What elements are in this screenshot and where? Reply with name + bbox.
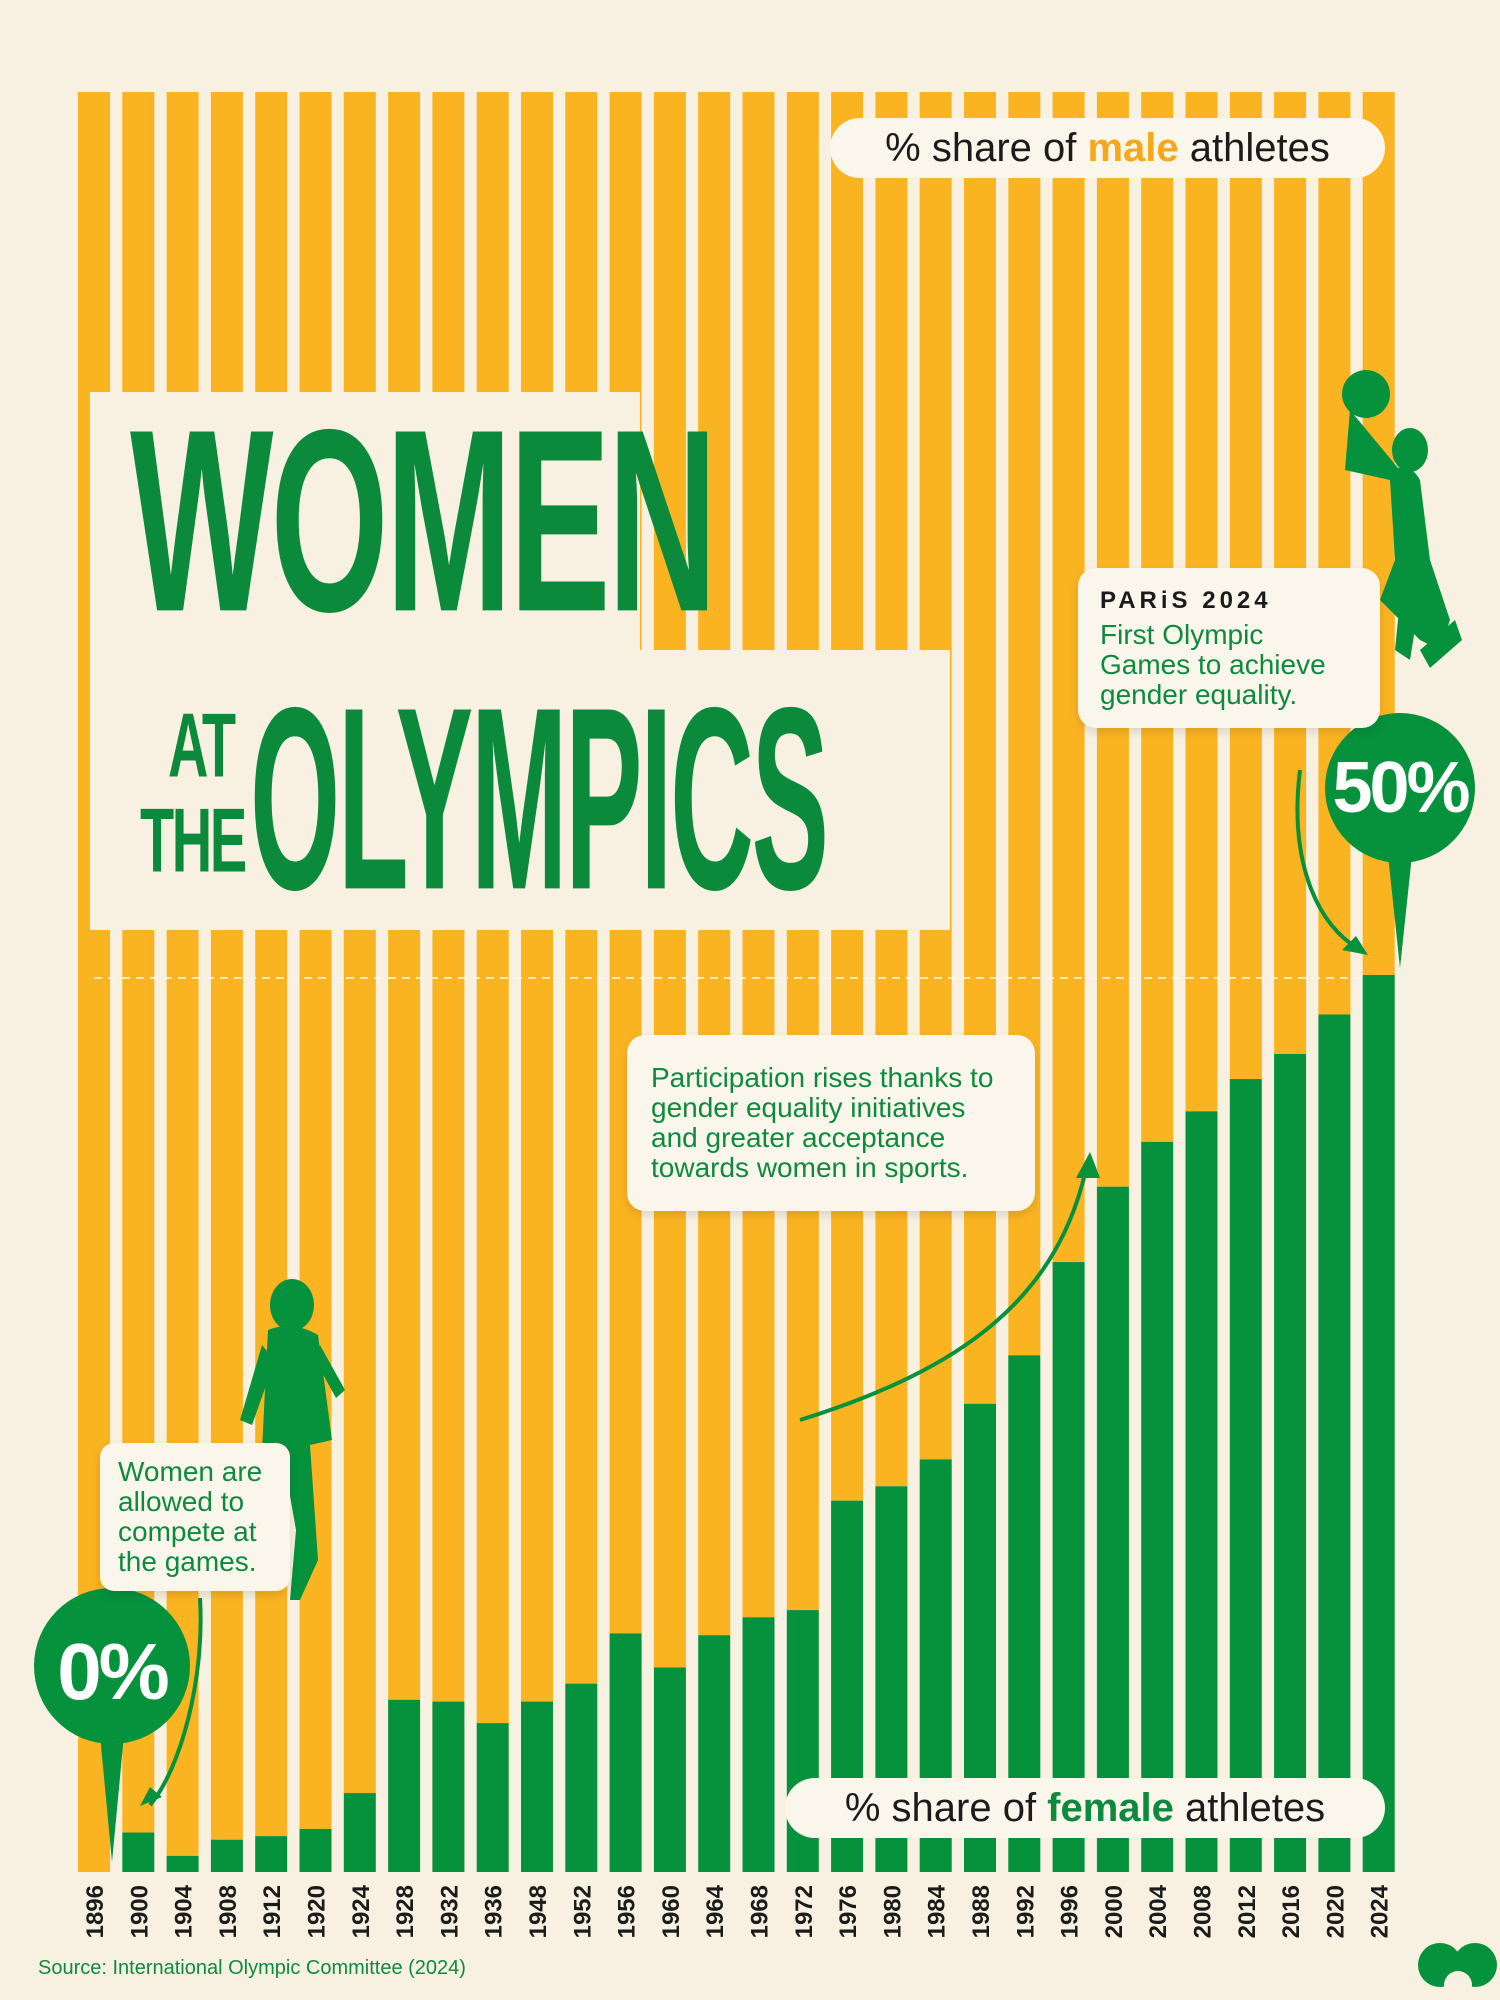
tick-label-2016: 2016 — [1278, 1885, 1305, 1938]
tick-label-1996: 1996 — [1057, 1885, 1084, 1938]
rise-arrow-head — [1076, 1152, 1100, 1178]
tick-label-1960: 1960 — [658, 1885, 685, 1938]
female-bar-1936 — [476, 1723, 509, 1872]
female-bar-1960 — [653, 1667, 686, 1872]
tick-label-1964: 1964 — [702, 1884, 729, 1938]
end-badge-text: 50% — [1332, 748, 1470, 828]
paris-note: PARiS 2024 First Olympic Games to achiev… — [1078, 568, 1380, 728]
tick-label-1936: 1936 — [481, 1885, 508, 1938]
start-arrow-head — [140, 1787, 162, 1806]
paris-arrow — [1295, 769, 1362, 952]
tick-label-1924: 1924 — [348, 1884, 375, 1938]
tick-label-2024: 2024 — [1367, 1884, 1394, 1938]
male-bar-2020 — [1318, 92, 1351, 1015]
female-bar-2000 — [1096, 1186, 1129, 1872]
start-arrow — [148, 1597, 203, 1807]
paris-heading: PARiS 2024 — [1100, 587, 1272, 614]
end-badge-pointer — [1388, 855, 1412, 968]
male-bar-1904 — [166, 92, 199, 1856]
title-the: THE — [140, 789, 247, 892]
female-bar-1912 — [255, 1836, 288, 1872]
tick-label-1976: 1976 — [835, 1885, 862, 1938]
logo-icon — [1418, 1943, 1497, 1999]
basketball-player-silhouette-icon — [1342, 370, 1462, 668]
source-note: Source: International Olympic Committee … — [38, 1957, 466, 1979]
female-bar-2004 — [1141, 1141, 1174, 1872]
tick-label-1908: 1908 — [215, 1885, 242, 1938]
legend-male: % share of male athletes — [830, 118, 1385, 178]
tick-label-1928: 1928 — [392, 1885, 419, 1938]
tick-label-1968: 1968 — [747, 1885, 774, 1938]
female-bar-1908 — [210, 1839, 243, 1872]
female-bar-1920 — [299, 1828, 332, 1872]
tick-label-1972: 1972 — [791, 1885, 818, 1938]
rise-arrow — [799, 1159, 1090, 1422]
end-badge-circle — [1325, 713, 1475, 863]
female-bar-1996 — [1052, 1262, 1085, 1872]
female-bar-1956 — [609, 1633, 642, 1872]
tick-label-2000: 2000 — [1101, 1885, 1128, 1938]
legend-female-word: female — [1047, 1786, 1174, 1830]
tick-label-1896: 1896 — [82, 1885, 109, 1938]
start-badge-circle — [34, 1588, 190, 1744]
tick-label-2020: 2020 — [1322, 1885, 1349, 1938]
tick-label-2012: 2012 — [1234, 1885, 1261, 1938]
female-bar-2016 — [1274, 1053, 1307, 1872]
female-bar-2024 — [1362, 975, 1395, 1872]
tick-label-1932: 1932 — [436, 1885, 463, 1938]
tick-label-1900: 1900 — [126, 1885, 153, 1938]
rise-note: Participation rises thanks to gender equ… — [627, 1035, 1035, 1211]
tick-label-1920: 1920 — [304, 1885, 331, 1938]
tick-label-2008: 2008 — [1190, 1885, 1217, 1938]
female-bar-1952 — [565, 1683, 598, 1872]
legend-male-word: male — [1087, 126, 1179, 170]
paris-note-text: First Olympic Games to achieve gender eq… — [1100, 619, 1326, 710]
start-badge-text: 0% — [57, 1627, 170, 1716]
tick-label-1980: 1980 — [879, 1885, 906, 1938]
tick-label-1948: 1948 — [525, 1885, 552, 1938]
title-at: AT — [168, 694, 236, 797]
title-olympics: OLYMPICS — [250, 654, 829, 945]
runner-silhouette-icon — [240, 1279, 345, 1600]
tick-label-1912: 1912 — [259, 1885, 286, 1938]
tick-label-1956: 1956 — [614, 1885, 641, 1938]
female-bar-1964 — [698, 1635, 731, 1872]
title-box-bottom — [90, 650, 950, 930]
female-bar-1968 — [742, 1617, 775, 1872]
tick-label-1984: 1984 — [924, 1884, 951, 1938]
tick-label-1952: 1952 — [569, 1885, 596, 1938]
tick-label-1988: 1988 — [968, 1885, 995, 1938]
male-bar-1924 — [343, 92, 376, 1794]
female-bar-1900 — [122, 1832, 155, 1872]
start-badge-pointer — [100, 1735, 124, 1862]
paris-arrow-head — [1342, 936, 1368, 955]
female-bar-1904 — [166, 1855, 199, 1872]
title-women: WOMEN — [130, 376, 717, 667]
start-note: Women are allowed to compete at the game… — [100, 1443, 290, 1591]
tick-label-1992: 1992 — [1012, 1885, 1039, 1938]
legend-female: % share of female athletes — [785, 1778, 1385, 1838]
female-bar-2020 — [1318, 1014, 1351, 1872]
female-bar-2012 — [1229, 1079, 1262, 1872]
female-bar-1948 — [521, 1701, 553, 1872]
female-bar-2008 — [1185, 1111, 1218, 1872]
title-box-top — [90, 392, 640, 652]
female-bar-1928 — [388, 1699, 421, 1872]
female-bar-1924 — [343, 1793, 376, 1872]
tick-label-2004: 2004 — [1145, 1884, 1172, 1938]
female-bar-1932 — [432, 1701, 465, 1872]
tick-label-1904: 1904 — [171, 1884, 198, 1938]
